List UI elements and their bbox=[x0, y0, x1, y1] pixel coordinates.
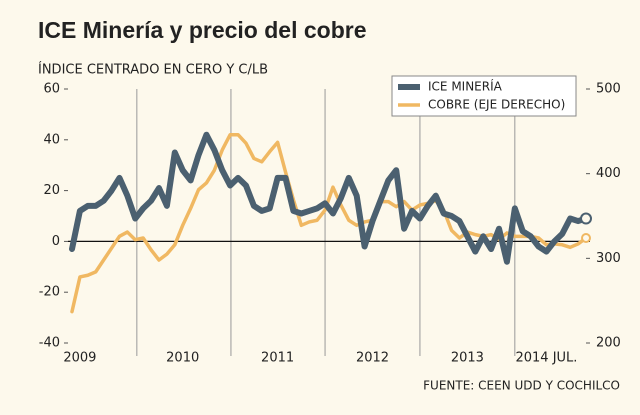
source: FUENTE: CEEN UDD Y COCHILCO bbox=[423, 379, 620, 393]
y2-tick-label: 500 bbox=[596, 82, 621, 97]
x-tick-label: 2013 bbox=[451, 351, 484, 366]
y-tick-label: -40 bbox=[39, 336, 60, 351]
x-tick-label: 2014 JUL. bbox=[515, 351, 577, 366]
chart-subtitle: ÍNDICE CENTRADO EN CERO Y C/LB bbox=[38, 62, 268, 78]
legend-label: ICE MINERÍA bbox=[428, 79, 503, 94]
legend-box bbox=[391, 75, 577, 117]
y2-tick-label: 200 bbox=[596, 336, 621, 351]
end-marker bbox=[581, 233, 591, 244]
y-tick-label: 20 bbox=[43, 183, 60, 198]
y-tick-label: 40 bbox=[43, 132, 60, 147]
y-tick-label: -20 bbox=[39, 285, 60, 300]
x-tick-label: 2012 bbox=[356, 351, 389, 366]
y-tick-label: 0 bbox=[52, 234, 60, 249]
series-line bbox=[69, 131, 589, 265]
x-tick-label: 2010 bbox=[166, 351, 199, 366]
legend-label: COBRE (EJE DERECHO) bbox=[428, 98, 565, 112]
x-tick-label: 2009 bbox=[63, 351, 96, 366]
y2-tick-label: 300 bbox=[596, 251, 621, 266]
y-tick-label: 60 bbox=[43, 82, 60, 97]
y2-tick-label: 400 bbox=[596, 166, 621, 181]
chart-title: ICE Minería y precio del cobre bbox=[38, 17, 367, 43]
x-tick-label: 2011 bbox=[261, 351, 294, 366]
end-marker bbox=[580, 212, 592, 225]
